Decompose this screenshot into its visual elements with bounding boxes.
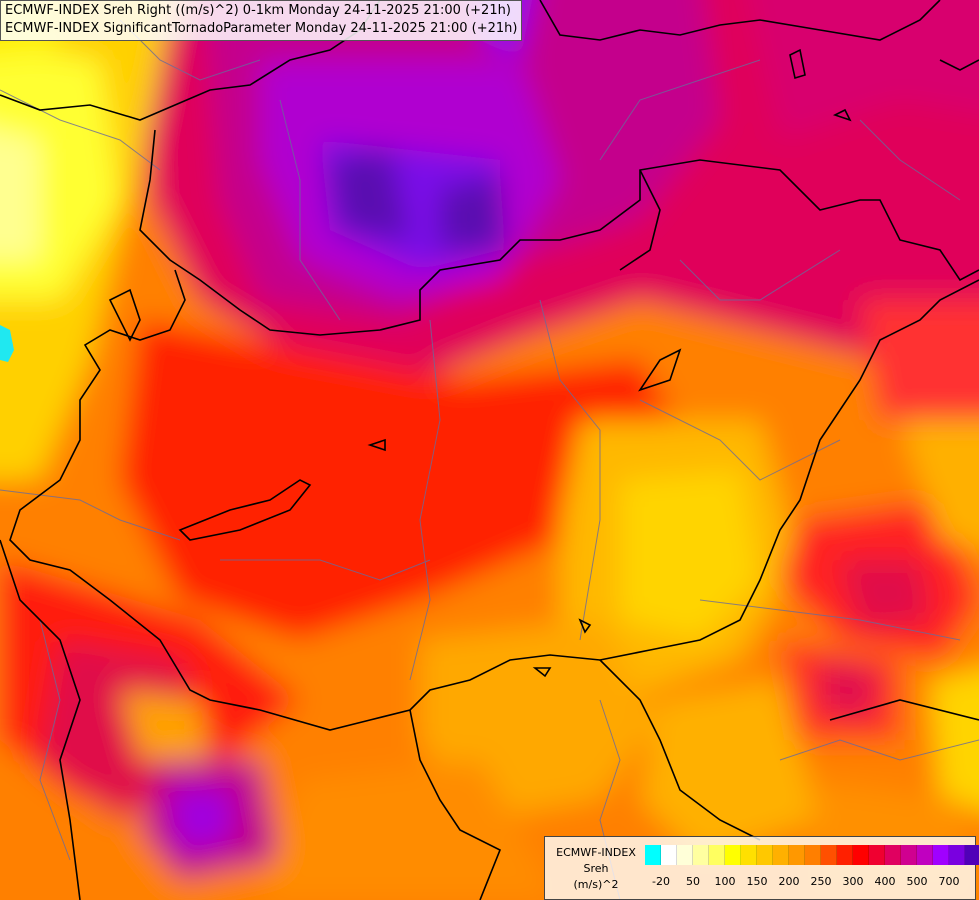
legend-tick-label: 150: [746, 875, 768, 888]
legend-tick-label: 50: [686, 875, 700, 888]
legend-swatches: [645, 845, 979, 865]
legend-swatch: [885, 845, 901, 865]
legend-label: ECMWF-INDEX Sreh (m/s)^2: [549, 845, 643, 893]
title-line-2: ECMWF-INDEX SignificantTornadoParameter …: [5, 21, 518, 36]
legend-tick-label: 700: [938, 875, 960, 888]
legend-tick-label: 100: [714, 875, 736, 888]
color-legend: ECMWF-INDEX Sreh (m/s)^2 -20 50 100 150 200 2…: [544, 836, 979, 900]
map-title-box: ECMWF-INDEX Sreh Right ((m/s)^2) 0-1km M…: [0, 0, 523, 41]
legend-swatch: [805, 845, 821, 865]
legend-tick-label: 500: [906, 875, 928, 888]
legend-tick-label: 400: [874, 875, 896, 888]
legend-swatch: [917, 845, 933, 865]
legend-swatch: [837, 845, 853, 865]
legend-swatch: [661, 845, 677, 865]
legend-swatch: [757, 845, 773, 865]
title-line-1: ECMWF-INDEX Sreh Right ((m/s)^2) 0-1km M…: [5, 3, 511, 18]
legend-tick-label: 250: [810, 875, 832, 888]
legend-swatch: [821, 845, 837, 865]
legend-swatch: [789, 845, 805, 865]
legend-source: ECMWF-INDEX: [556, 846, 636, 859]
legend-swatch: [725, 845, 741, 865]
legend-ticks: -20 50 100 150 200 250 300 400 500 700: [645, 875, 971, 891]
legend-tick-label: -20: [652, 875, 670, 888]
legend-swatch: [741, 845, 757, 865]
legend-swatch: [949, 845, 965, 865]
legend-swatch: [869, 845, 885, 865]
legend-swatch: [853, 845, 869, 865]
legend-swatch: [645, 845, 661, 865]
legend-swatch: [933, 845, 949, 865]
legend-variable: Sreh: [583, 862, 609, 875]
legend-unit: (m/s)^2: [573, 878, 619, 891]
legend-swatch: [693, 845, 709, 865]
legend-tick-label: 200: [778, 875, 800, 888]
legend-swatch: [709, 845, 725, 865]
cyan-patch: [0, 325, 14, 362]
legend-swatch: [677, 845, 693, 865]
legend-swatch: [965, 845, 979, 865]
legend-tick-label: 300: [842, 875, 864, 888]
legend-swatch: [901, 845, 917, 865]
region-boundaries: [0, 19, 979, 900]
legend-swatch: [773, 845, 789, 865]
